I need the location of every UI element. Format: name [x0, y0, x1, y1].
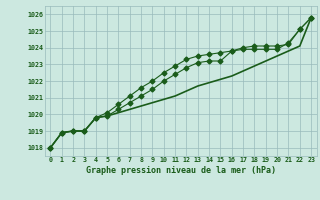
- X-axis label: Graphe pression niveau de la mer (hPa): Graphe pression niveau de la mer (hPa): [86, 166, 276, 175]
